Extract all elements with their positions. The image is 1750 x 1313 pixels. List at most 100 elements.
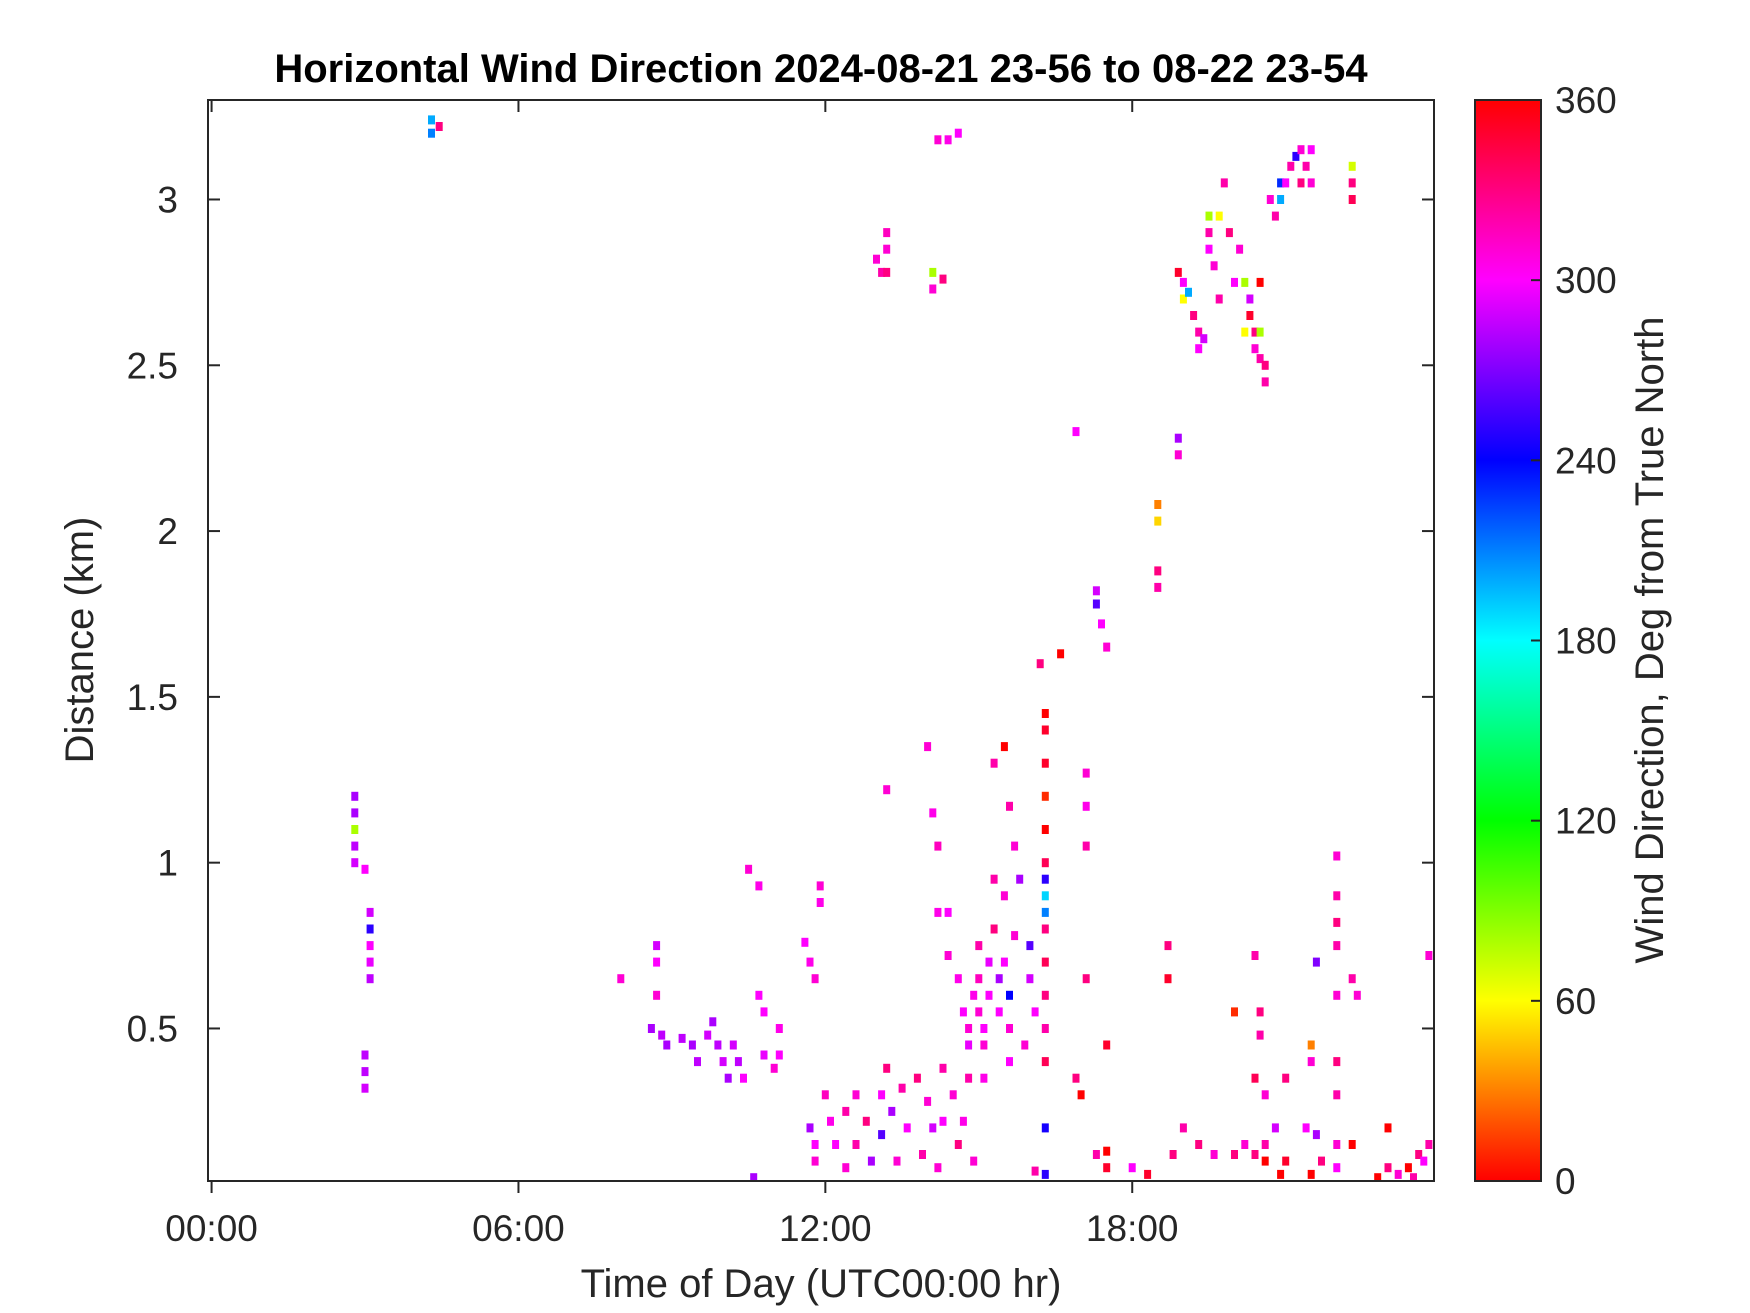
heatmap-cell [1246,311,1254,320]
heatmap-cells [351,115,1433,1181]
heatmap-cell [903,1123,911,1133]
heatmap-cell [990,874,998,884]
heatmap-cell [775,1050,783,1060]
heatmap-cell [663,1040,671,1050]
heatmap-cell [1190,311,1198,320]
heatmap-cell [975,941,983,951]
heatmap-cell [893,1156,901,1166]
heatmap-cell [724,1073,732,1083]
heatmap-cell [1041,1057,1049,1067]
heatmap-cell [1164,941,1172,951]
heatmap-cell [1384,1123,1392,1133]
heatmap-cell [944,951,952,960]
heatmap-cell [428,128,435,138]
heatmap-cell [1185,287,1192,297]
heatmap-cell [734,1057,742,1067]
heatmap-cell [867,1156,875,1166]
heatmap-cell [1307,178,1315,188]
heatmap-cell [1312,957,1320,967]
heatmap-cell [361,1067,369,1077]
heatmap-cell [1333,851,1341,861]
heatmap-cell [1394,1169,1402,1179]
heatmap-cell [1057,649,1065,659]
colorbar-tick-label: 180 [1555,621,1617,662]
heatmap-cell [1103,642,1111,652]
heatmap-cell [1374,1173,1382,1181]
heatmap-cell [1103,1040,1111,1050]
x-tick-label: 00:00 [165,1208,258,1249]
heatmap-cell [1425,951,1433,960]
heatmap-cell [361,864,369,874]
heatmap-cell [990,758,998,768]
heatmap-cell [351,825,359,834]
heatmap-cell [1195,344,1203,354]
heatmap-cell [985,990,993,1000]
heatmap-cell [647,1024,655,1033]
heatmap-cell [1220,178,1228,188]
heatmap-cell [1174,267,1182,277]
heatmap-cell [1169,1150,1177,1159]
heatmap-cell [1246,294,1254,304]
colorbar-tick-label: 240 [1555,440,1617,481]
heatmap-cell [1006,1024,1013,1033]
heatmap-cell [1282,1156,1290,1166]
heatmap-cell [1333,1140,1341,1149]
heatmap-cell [862,1116,870,1126]
heatmap-cell [1082,768,1090,778]
heatmap-cell [1287,161,1295,171]
heatmap-cell [954,128,962,138]
heatmap-cell [1231,1007,1238,1017]
heatmap-cell [954,1140,962,1149]
heatmap-cell [1041,758,1049,768]
heatmap-cell [770,1063,778,1073]
heatmap-cell [1000,742,1008,752]
heatmap-cell [1026,941,1034,951]
y-tick-label: 0.5 [127,1008,178,1049]
heatmap-cell [929,267,937,277]
heatmap-cell [975,1007,983,1017]
heatmap-cell [653,957,661,967]
heatmap-cell [1333,990,1341,1000]
heatmap-cell [617,974,625,984]
heatmap-cell [1307,1169,1315,1179]
heatmap-cell [1292,151,1300,161]
heatmap-cell [924,742,932,752]
heatmap-cell [924,1096,932,1106]
colorbar-tick-label: 0 [1555,1161,1576,1202]
heatmap-cell [1333,941,1341,951]
heatmap-cell [827,1116,834,1126]
heatmap-cell [1256,354,1264,364]
heatmap-cell [1251,327,1259,337]
heatmap-cell [1006,1057,1013,1067]
heatmap-cell [1215,294,1223,304]
heatmap-cell [852,1140,860,1149]
heatmap-cell [653,941,661,951]
heatmap-cell [1041,1024,1049,1033]
heatmap-cell [883,785,891,795]
heatmap-cell [1092,1150,1100,1159]
heatmap-cell [1307,145,1315,155]
heatmap-cell [366,941,374,951]
heatmap-cell [959,1116,967,1126]
heatmap-cell [1016,874,1024,884]
heatmap-cell [1420,1156,1428,1166]
heatmap-cell [1041,891,1049,901]
x-tick-label: 18:00 [1086,1208,1179,1249]
y-tick-label: 1.5 [127,677,178,718]
heatmap-cell [939,1116,947,1126]
heatmap-cell [990,924,998,934]
heatmap-cell [1098,619,1105,629]
heatmap-cell [1425,1140,1433,1149]
colorbar-tick-label: 360 [1555,80,1617,121]
heatmap-cell [1011,931,1019,941]
y-tick-label: 2.5 [127,345,178,386]
heatmap-cell [1092,599,1100,609]
heatmap-cell [1256,1030,1264,1040]
colorbar-title: Wind Direction, Deg from True North [1628,317,1672,964]
heatmap-cell [1318,1156,1325,1166]
heatmap-cell [811,1140,819,1149]
heatmap-cell [944,135,952,145]
heatmap-cell [806,957,814,967]
heatmap-cell [1277,195,1285,204]
